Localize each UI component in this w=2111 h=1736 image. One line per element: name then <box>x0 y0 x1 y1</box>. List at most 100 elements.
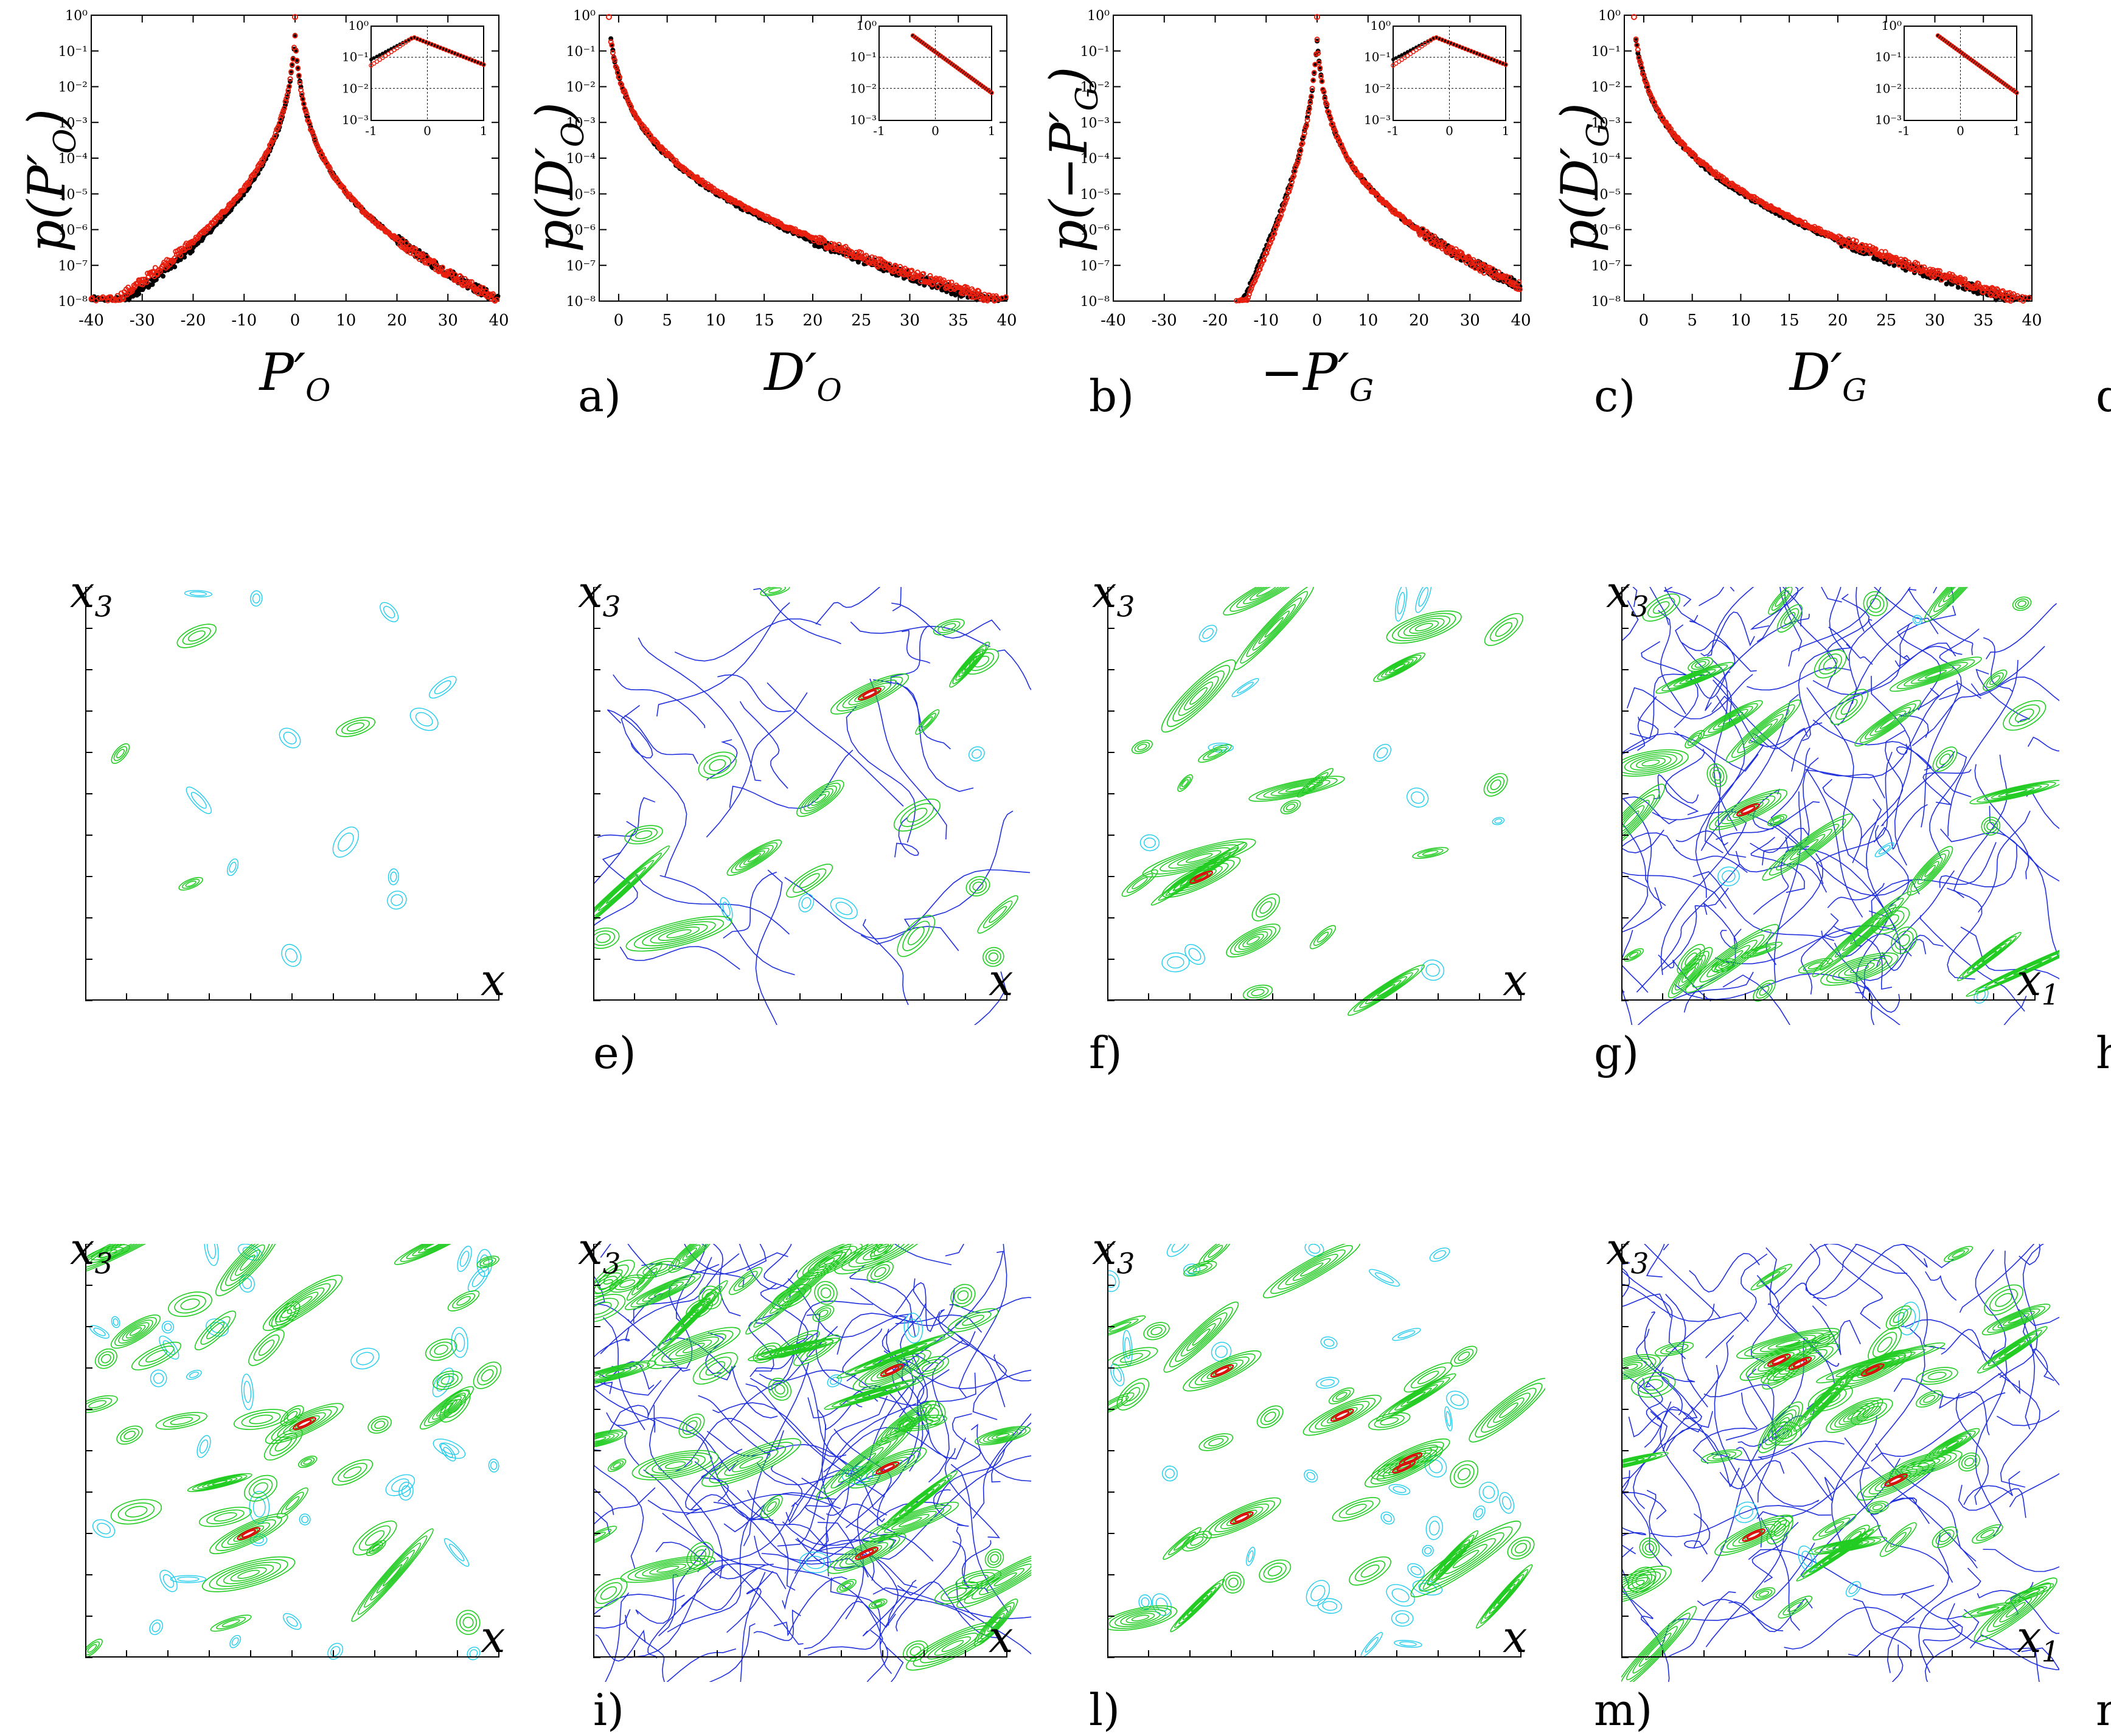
x3-axis-label: x3 <box>1092 566 1135 624</box>
x-tick-label: 20 <box>1828 311 1848 330</box>
inset-y-tick: 10⁻¹ <box>1364 50 1391 64</box>
x-tick-label: 10 <box>1358 311 1378 330</box>
y-axis-label-D_O: p(D′O) <box>525 102 591 252</box>
data-point <box>203 228 209 234</box>
data-point <box>608 39 614 45</box>
data-point <box>1400 215 1407 221</box>
cyan-contours <box>720 746 985 921</box>
data-point <box>292 33 298 39</box>
inset-y-tick: 10⁻¹ <box>1875 50 1902 64</box>
cyan-contours <box>1107 1244 1515 1658</box>
panel-letter: a) <box>578 370 622 422</box>
panel-letter: d) <box>2096 370 2111 422</box>
x-tick-label: 30 <box>1460 311 1480 330</box>
data-point <box>605 14 612 20</box>
data-point <box>293 48 299 54</box>
data-point <box>1265 246 1271 252</box>
data-point <box>307 121 313 127</box>
inset-y-tick: 10⁻³ <box>1364 113 1391 127</box>
data-point <box>622 90 628 96</box>
data-point <box>1517 286 1523 293</box>
data-point <box>1286 189 1292 195</box>
green-contours <box>1121 587 1523 1016</box>
data-point <box>1284 195 1290 201</box>
contour-axes <box>85 587 499 1001</box>
data-point <box>1265 244 1271 250</box>
data-point <box>1516 279 1522 285</box>
red-contours <box>1736 803 1760 817</box>
data-point <box>2026 294 2032 300</box>
data-point <box>305 118 311 124</box>
data-point <box>1887 259 1893 265</box>
inset-y-tick: 10⁰ <box>1371 18 1391 33</box>
data-point <box>178 252 184 259</box>
contour-axes <box>1621 587 2036 1001</box>
x-tick-label: 5 <box>1687 311 1697 330</box>
data-point <box>480 285 486 291</box>
contour-plot <box>1107 1244 1545 1658</box>
inset-x-tick: 0 <box>423 123 431 138</box>
inset-y-tick: 10⁻² <box>850 81 877 95</box>
series-red <box>605 14 1009 304</box>
x1-axis-label: x <box>481 954 506 1005</box>
series-red <box>1234 14 1523 304</box>
data-point <box>1630 14 1637 20</box>
y-tick-label: 10⁻⁷ <box>1080 259 1110 274</box>
data-point <box>1299 140 1306 146</box>
data-point <box>1317 65 1323 71</box>
x3-axis-label: x3 <box>70 566 113 624</box>
data-point <box>1316 60 1322 66</box>
data-point <box>1267 240 1273 246</box>
panel-letter: h) <box>2096 1027 2111 1078</box>
x-tick-label: 10 <box>1731 311 1751 330</box>
x-axis-label-D_O: D′O <box>764 342 842 408</box>
x1-axis-label: x <box>989 954 1014 1005</box>
data-point <box>1342 150 1348 156</box>
inset-y-tick: 10⁻³ <box>1875 113 1902 127</box>
data-point <box>1330 121 1336 127</box>
data-point <box>1340 147 1346 153</box>
data-point <box>1448 251 1454 257</box>
x-tick-label: -40 <box>78 311 104 330</box>
panel-letter: l) <box>1089 1684 1121 1735</box>
x-tick-label: -20 <box>1203 311 1228 330</box>
inset-D_G: 10⁰ 10⁻¹ 10⁻² 10⁻³-1 0 1 <box>1875 18 2020 138</box>
data-point <box>1244 297 1250 303</box>
data-point <box>2014 293 2020 299</box>
data-point <box>88 296 94 302</box>
data-point <box>1287 186 1293 192</box>
x1-axis-label: x <box>1503 1611 1528 1662</box>
data-point <box>1633 36 1639 42</box>
data-point <box>1321 89 1327 95</box>
data-point <box>178 257 183 262</box>
inset-D_O: 10⁰ 10⁻¹ 10⁻² 10⁻³-1 0 1 <box>850 18 995 138</box>
data-point <box>1330 124 1337 130</box>
contour-plot <box>1621 587 2059 1025</box>
x-tick-label: 25 <box>1876 311 1896 330</box>
data-point <box>609 42 615 48</box>
data-point <box>1655 107 1661 113</box>
x-axis-label-neg_P_G: −P′G <box>1260 342 1374 408</box>
blue-contours <box>593 587 1031 1025</box>
data-point <box>1423 236 1429 242</box>
x1-axis-label: x1 <box>2017 954 2060 1012</box>
data-point <box>877 262 883 268</box>
data-point <box>1314 36 1320 43</box>
data-point <box>284 92 290 98</box>
data-point <box>297 80 303 86</box>
data-point <box>960 291 966 297</box>
x3-axis-label: x3 <box>1606 566 1649 624</box>
y-tick-label: 10⁰ <box>65 9 88 24</box>
data-point <box>1944 281 1949 286</box>
data-point <box>310 129 316 135</box>
data-point <box>1310 77 1316 83</box>
data-point <box>1427 232 1433 238</box>
data-point <box>1852 241 1859 248</box>
pdf-plot-neg_P_G: 10⁰ 10⁻¹ 10⁻² 10⁻³ 10⁻⁴ 10⁻⁵ 10⁻⁶ 10⁻⁷ 10⁻⁸-40 -3… <box>1080 9 1531 330</box>
y-tick-label: 10⁻⁶ <box>1080 223 1110 238</box>
data-point <box>279 110 285 116</box>
data-point <box>1441 240 1447 246</box>
x-tick-label: 20 <box>387 311 407 330</box>
y-tick-label: 10⁻⁷ <box>58 259 88 274</box>
data-point <box>1475 259 1481 265</box>
